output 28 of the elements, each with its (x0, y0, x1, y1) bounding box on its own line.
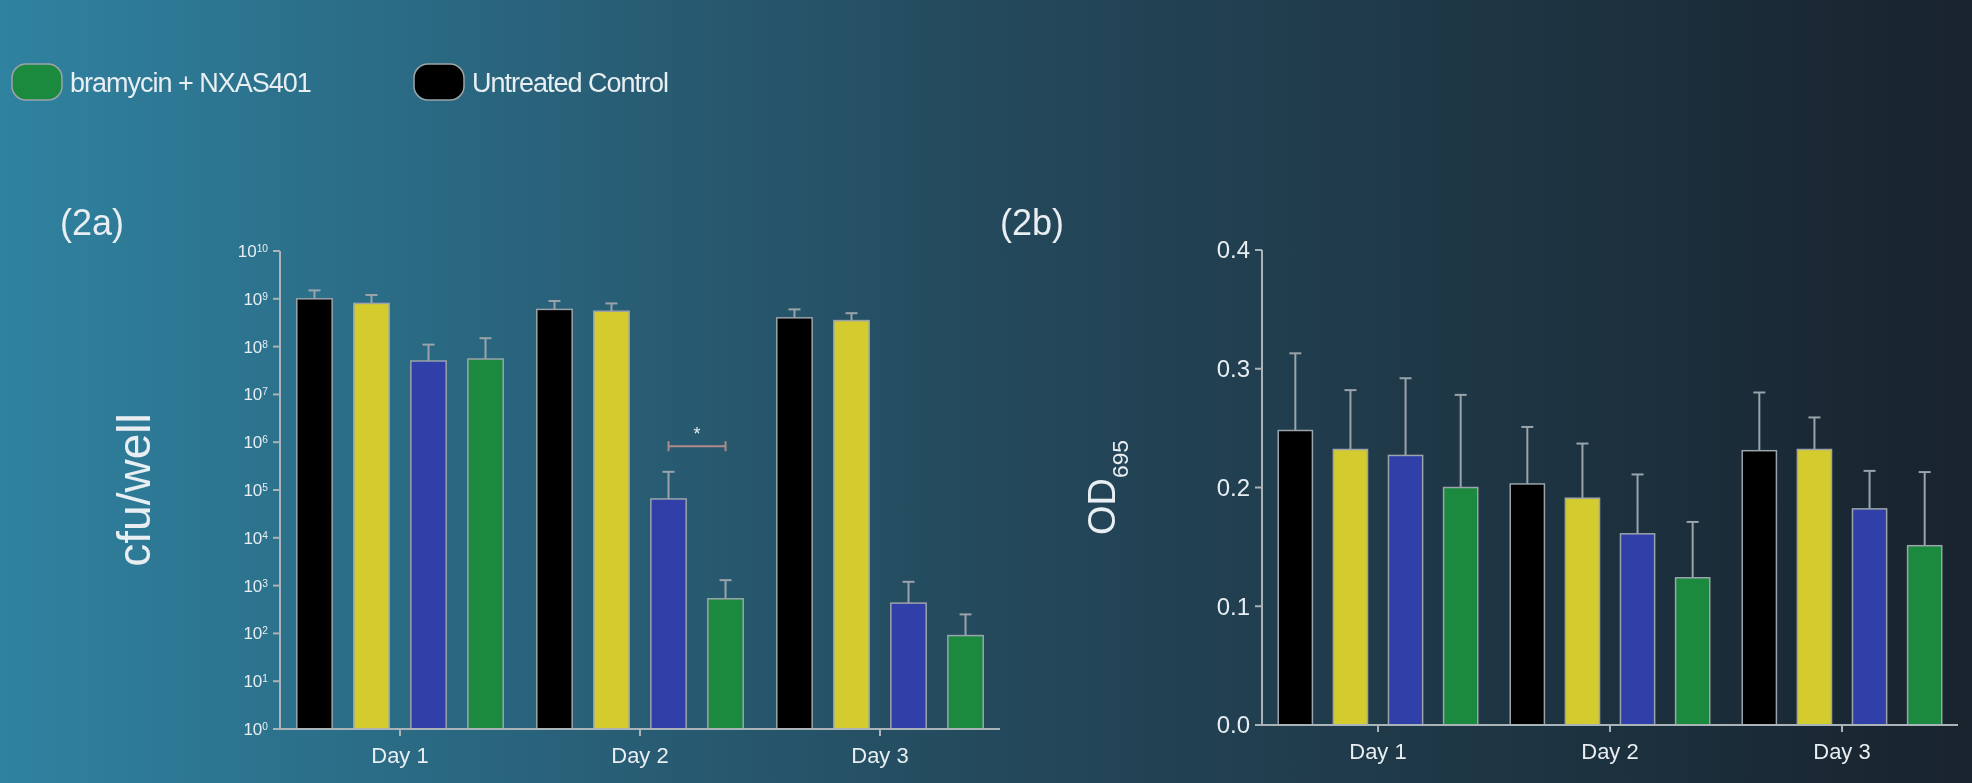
y-tick-label: 10$^{8}$ (243, 337, 269, 357)
y-tick-label: 10$^{3}$ (243, 576, 269, 596)
legend-label: bramycin + NXAS401 (70, 68, 311, 98)
y-tick-label: 10$^{1}$ (243, 672, 269, 692)
x-tick-label: Day 3 (1813, 739, 1871, 764)
x-tick-label: Day 2 (611, 743, 669, 768)
y-tick-label: 0.4 (1216, 236, 1250, 264)
y-tick-label: 0.0 (1216, 711, 1250, 739)
annotation: * (693, 424, 701, 445)
x-tick-label: Day 1 (1349, 739, 1407, 764)
y-tick-label: 0.1 (1216, 592, 1250, 620)
y-tick-label: 10$^{4}$ (243, 528, 269, 548)
y-tick-label: 10$^{2}$ (243, 624, 269, 644)
y-tick-label: 10$^{9}$ (243, 289, 269, 309)
x-tick-label: Day 3 (851, 743, 909, 768)
y-tick-label: 10$^{6}$ (243, 433, 269, 453)
y-axis-title: cfu/well (108, 413, 160, 567)
x-tick-label: Day 2 (1581, 739, 1639, 764)
legend-label: Untreated Control (472, 68, 669, 98)
y-tick-label: 0.3 (1216, 355, 1250, 383)
y-tick-label: 0.2 (1216, 473, 1250, 501)
y-tick-label: 10$^{0}$ (243, 719, 269, 739)
text: (2b) (1000, 202, 1065, 243)
y-tick-label: 10$^{5}$ (243, 480, 269, 500)
text: (2a) (60, 202, 125, 243)
y-tick-label: 10$^{10}$ (237, 241, 269, 261)
y-tick-label: 10$^{7}$ (243, 385, 269, 405)
x-tick-label: Day 1 (371, 743, 429, 768)
